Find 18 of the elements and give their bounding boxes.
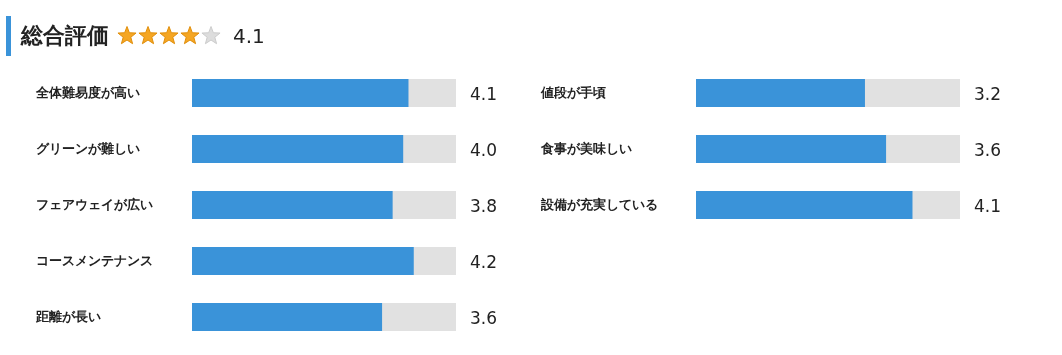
y-tick-label: コースメンテナンス <box>35 253 153 268</box>
y-tick-label: 距離が長い <box>34 309 101 324</box>
y-tick-label: 食事が美味しい <box>539 141 632 156</box>
data-label: 4.0 <box>470 140 498 160</box>
data-label: 4.1 <box>974 196 1002 216</box>
data-label: 3.8 <box>470 196 498 216</box>
y-tick-label: 設備が充実している <box>539 197 658 212</box>
y-tick-label: フェアウェイが広い <box>35 197 153 212</box>
data-label: 4.2 <box>470 252 498 272</box>
data-label: 4.1 <box>470 84 498 104</box>
data-label: 3.6 <box>974 140 1002 160</box>
data-label: 3.2 <box>974 84 1002 104</box>
y-tick-label: 全体難易度が高い <box>34 85 140 100</box>
text: 4.1 <box>233 24 265 48</box>
data-label: 3.6 <box>470 308 498 328</box>
chart-title: 総合評価 <box>21 22 109 50</box>
y-tick-label: 値段が手頃 <box>539 85 606 100</box>
y-tick-label: グリーンが難しい <box>35 141 140 156</box>
